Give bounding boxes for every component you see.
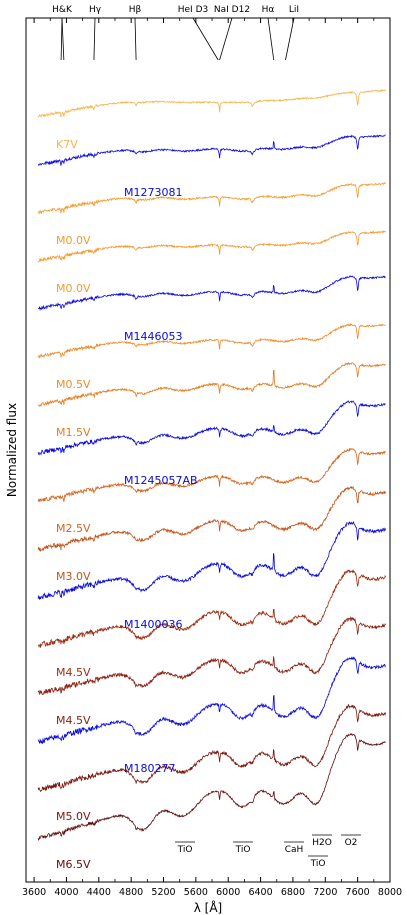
spectrum-label-9: M3.0V	[56, 570, 91, 583]
spectrum-10	[37, 520, 386, 600]
top-line-marker	[60, 17, 63, 61]
top-line-label: Hγ	[89, 5, 102, 15]
spectrum-label-15: M6.5V	[56, 858, 91, 871]
top-line-marker	[61, 17, 65, 61]
spectrum-label-14: M5.0V	[56, 810, 91, 823]
spectrum-label-8: M2.5V	[56, 522, 91, 535]
x-tick-label: 8000	[378, 887, 402, 898]
bottom-band-label: O2	[345, 838, 358, 848]
x-tick-label: 3600	[22, 887, 46, 898]
spectrum-label-4: M1446053	[124, 330, 182, 343]
top-line-label: NaI D12	[214, 5, 250, 15]
spectrum-label-2: M0.0V	[56, 234, 91, 247]
bottom-band-label: TiO	[310, 859, 326, 869]
spectrum-label-11: M4.5V	[56, 666, 91, 679]
x-tick-label: 6800	[281, 887, 305, 898]
spectra-labels: K7V M1273081 M0.0V M0.0V M1446053 M0.5V M1.5V M…	[56, 138, 198, 871]
top-line-marker	[134, 17, 137, 61]
top-line-marker	[267, 17, 275, 61]
bottom-band-label: H2O	[312, 838, 332, 848]
x-tick-label: 7600	[346, 887, 370, 898]
x-tick-label: 5200	[151, 887, 175, 898]
top-line-annotations: H&K Hγ Hβ HeI D3 NaI D12 Hα LiI	[52, 5, 299, 61]
top-line-label: H&K	[52, 5, 73, 15]
spectrum-label-0: K7V	[56, 138, 78, 151]
spectrum-13	[37, 656, 386, 745]
spectra-lines	[37, 89, 386, 841]
x-tick-label: 6400	[248, 887, 272, 898]
x-tick-label: 7200	[313, 887, 337, 898]
x-tick-label: 6000	[216, 887, 240, 898]
top-line-label: HeI D3	[178, 5, 208, 15]
spectrum-4	[37, 275, 386, 312]
bottom-band-annotations: TiO TiO CaH TiO H2O O2	[175, 834, 361, 869]
y-axis-label: Normalized flux	[5, 403, 19, 497]
top-line-label: LiI	[289, 5, 299, 15]
bottom-band-label: TiO	[235, 845, 251, 855]
spectrum-7	[37, 400, 386, 456]
spectrum-3	[37, 230, 386, 263]
top-line-label: Hβ	[129, 5, 142, 15]
spectrum-8	[37, 447, 386, 503]
top-line-marker	[93, 17, 96, 61]
top-line-marker	[285, 17, 295, 61]
spectrum-9	[37, 485, 386, 553]
top-line-marker	[219, 17, 233, 61]
spectrum-15	[37, 733, 386, 841]
x-tick-label: 4400	[87, 887, 111, 898]
spectrum-label-10: M1400036	[124, 618, 182, 631]
spectrum-12	[37, 616, 386, 696]
spectrum-label-6: M1.5V	[56, 426, 91, 439]
x-axis-label: λ [Å]	[194, 900, 223, 915]
spectrum-label-5: M0.5V	[56, 378, 91, 391]
x-tick-label: 5600	[184, 887, 208, 898]
bottom-band-label: TiO	[177, 845, 193, 855]
x-tick-label: 4800	[119, 887, 143, 898]
spectrum-label-1: M1273081	[124, 186, 182, 199]
bottom-band-label: CaH	[285, 845, 304, 855]
spectrum-6	[37, 361, 386, 408]
spectrum-0	[37, 89, 386, 119]
spectrum-label-7: M1245057AB	[124, 474, 198, 487]
spectrum-5	[37, 322, 386, 359]
x-axis: 3600 4000 4400 4800 5200 5600 6000 6400 6800 7200…	[22, 18, 402, 898]
spectrum-11	[38, 569, 386, 649]
spectrum-1	[37, 134, 386, 166]
plot-frame	[25, 17, 391, 883]
spectrum-label-13: M180277	[124, 762, 175, 775]
top-line-label: Hα	[262, 5, 275, 15]
spectrum-label-3: M0.0V	[56, 282, 91, 295]
top-line-marker	[192, 17, 219, 61]
spectrum-label-12: M4.5V	[56, 714, 91, 727]
spectrum-14	[37, 703, 386, 793]
spectrum-2	[38, 182, 386, 215]
x-tick-label: 4000	[54, 887, 78, 898]
